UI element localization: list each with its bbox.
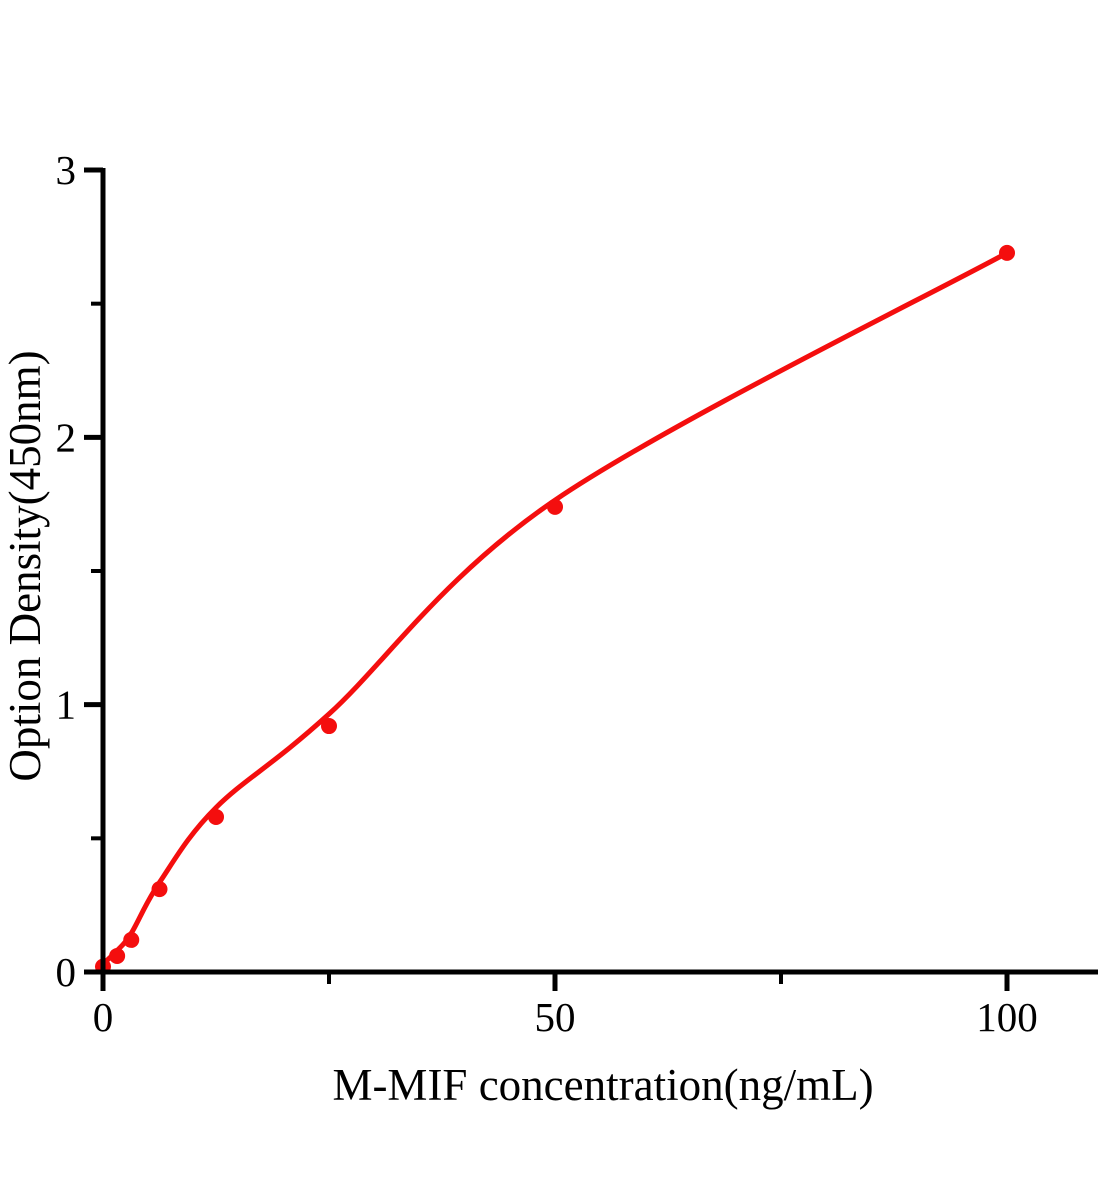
x-tick-label: 100 xyxy=(976,994,1038,1040)
tick-labels-layer: 0 50 100 0 1 2 3 xyxy=(56,147,1038,1040)
fit-curve xyxy=(100,250,1010,967)
y-tick-label: 3 xyxy=(56,147,77,193)
data-series-layer xyxy=(95,244,1015,975)
y-axis-title: Option Density(450nm) xyxy=(0,350,50,781)
axes-layer xyxy=(84,167,1098,991)
x-axis-title: M-MIF concentration(ng/mL) xyxy=(332,1060,873,1110)
y-tick-label: 1 xyxy=(56,682,77,728)
data-point xyxy=(123,931,140,948)
data-point xyxy=(109,947,126,964)
y-tick-label: 2 xyxy=(56,414,77,460)
data-point xyxy=(547,498,563,515)
x-tick-label: 50 xyxy=(535,994,576,1040)
x-tick-label: 0 xyxy=(93,994,114,1040)
data-point xyxy=(151,881,168,898)
data-point xyxy=(999,244,1015,261)
data-point xyxy=(321,718,337,735)
data-point xyxy=(208,808,224,825)
y-tick-label: 0 xyxy=(56,949,77,995)
